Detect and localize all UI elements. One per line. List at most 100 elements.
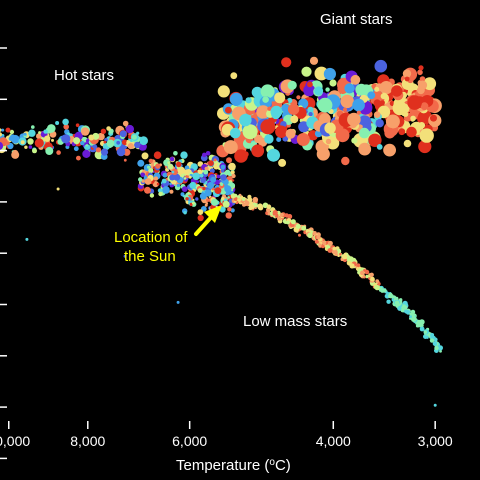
star-point — [309, 56, 319, 65]
star-point — [0, 132, 3, 137]
star-point — [420, 102, 429, 111]
star-point — [144, 178, 152, 185]
star-point — [247, 197, 253, 203]
star-point — [228, 162, 236, 171]
star-point — [197, 188, 203, 193]
star-point — [44, 135, 51, 142]
star-point — [196, 180, 200, 184]
star-point — [43, 129, 48, 134]
star-point — [144, 186, 151, 194]
star-point — [413, 316, 416, 320]
star-point — [419, 128, 434, 143]
star-point — [171, 170, 175, 174]
star-point — [220, 189, 226, 195]
star-point — [375, 119, 384, 128]
star-point — [32, 148, 37, 154]
star-point — [100, 128, 107, 134]
star-point — [356, 110, 361, 115]
star-point — [325, 87, 330, 92]
star-point — [80, 140, 85, 146]
star-point — [374, 86, 380, 92]
star-point — [127, 143, 134, 150]
star-point — [81, 127, 90, 136]
star-point — [242, 124, 258, 140]
star-point — [340, 94, 354, 109]
star-point — [308, 112, 313, 117]
star-point — [137, 159, 145, 167]
star-point — [352, 98, 365, 112]
star-point — [416, 322, 420, 326]
star-point — [395, 304, 399, 308]
star-point — [365, 274, 369, 279]
annotation-low-mass-stars: Low mass stars — [243, 313, 347, 330]
star-point — [370, 276, 375, 282]
star-point — [220, 182, 224, 186]
star-point — [141, 152, 149, 160]
annotation-giant-stars: Giant stars — [320, 11, 393, 28]
star-point — [391, 85, 403, 97]
star-point — [210, 176, 217, 183]
star-point — [379, 100, 385, 106]
star-point — [192, 172, 200, 181]
star-point — [406, 126, 417, 138]
star-point — [303, 84, 316, 97]
star-point — [25, 237, 29, 241]
star-point — [82, 149, 91, 158]
star-point — [163, 159, 171, 167]
star-point — [51, 138, 54, 142]
star-point — [373, 111, 381, 118]
star-point — [176, 183, 181, 188]
star-point — [277, 210, 281, 215]
star-point — [388, 293, 393, 299]
star-point — [183, 211, 187, 215]
star-point — [296, 95, 301, 100]
star-point — [342, 253, 348, 260]
star-point — [225, 212, 232, 219]
star-point — [27, 138, 34, 145]
star-point — [242, 151, 249, 158]
star-point — [199, 173, 204, 178]
star-point — [147, 165, 151, 169]
star-point — [144, 175, 147, 178]
star-point — [285, 128, 296, 139]
star-point — [321, 241, 327, 246]
star-point — [197, 209, 204, 216]
star-point — [307, 232, 313, 239]
star-point — [367, 91, 376, 100]
star-point — [216, 174, 221, 179]
star-point — [169, 156, 175, 162]
star-point — [409, 312, 413, 316]
star-point — [306, 229, 309, 233]
star-point — [323, 67, 336, 81]
star-point — [417, 69, 423, 76]
star-point — [200, 177, 206, 184]
star-point — [329, 79, 337, 87]
star-point — [219, 206, 226, 213]
star-point — [169, 174, 176, 181]
star-point — [176, 300, 180, 304]
star-point — [327, 248, 333, 253]
star-point — [239, 113, 252, 127]
star-point — [358, 142, 372, 156]
star-point — [262, 96, 269, 103]
star-point — [36, 133, 42, 140]
star-point — [167, 163, 174, 170]
star-point — [244, 200, 250, 206]
star-point — [360, 270, 365, 276]
star-point — [359, 127, 370, 139]
star-point — [278, 158, 287, 167]
star-point — [434, 345, 439, 351]
star-point — [230, 72, 238, 80]
star-point — [140, 172, 146, 178]
star-point — [62, 118, 69, 126]
star-point — [106, 126, 111, 131]
star-point — [257, 205, 262, 210]
star-point — [384, 127, 396, 139]
star-point — [376, 144, 383, 150]
star-point — [267, 106, 272, 111]
star-point — [100, 148, 109, 156]
star-point — [355, 83, 368, 96]
star-point — [173, 173, 181, 181]
star-point — [290, 115, 299, 124]
x-tick-label: 4,000 — [316, 433, 351, 449]
